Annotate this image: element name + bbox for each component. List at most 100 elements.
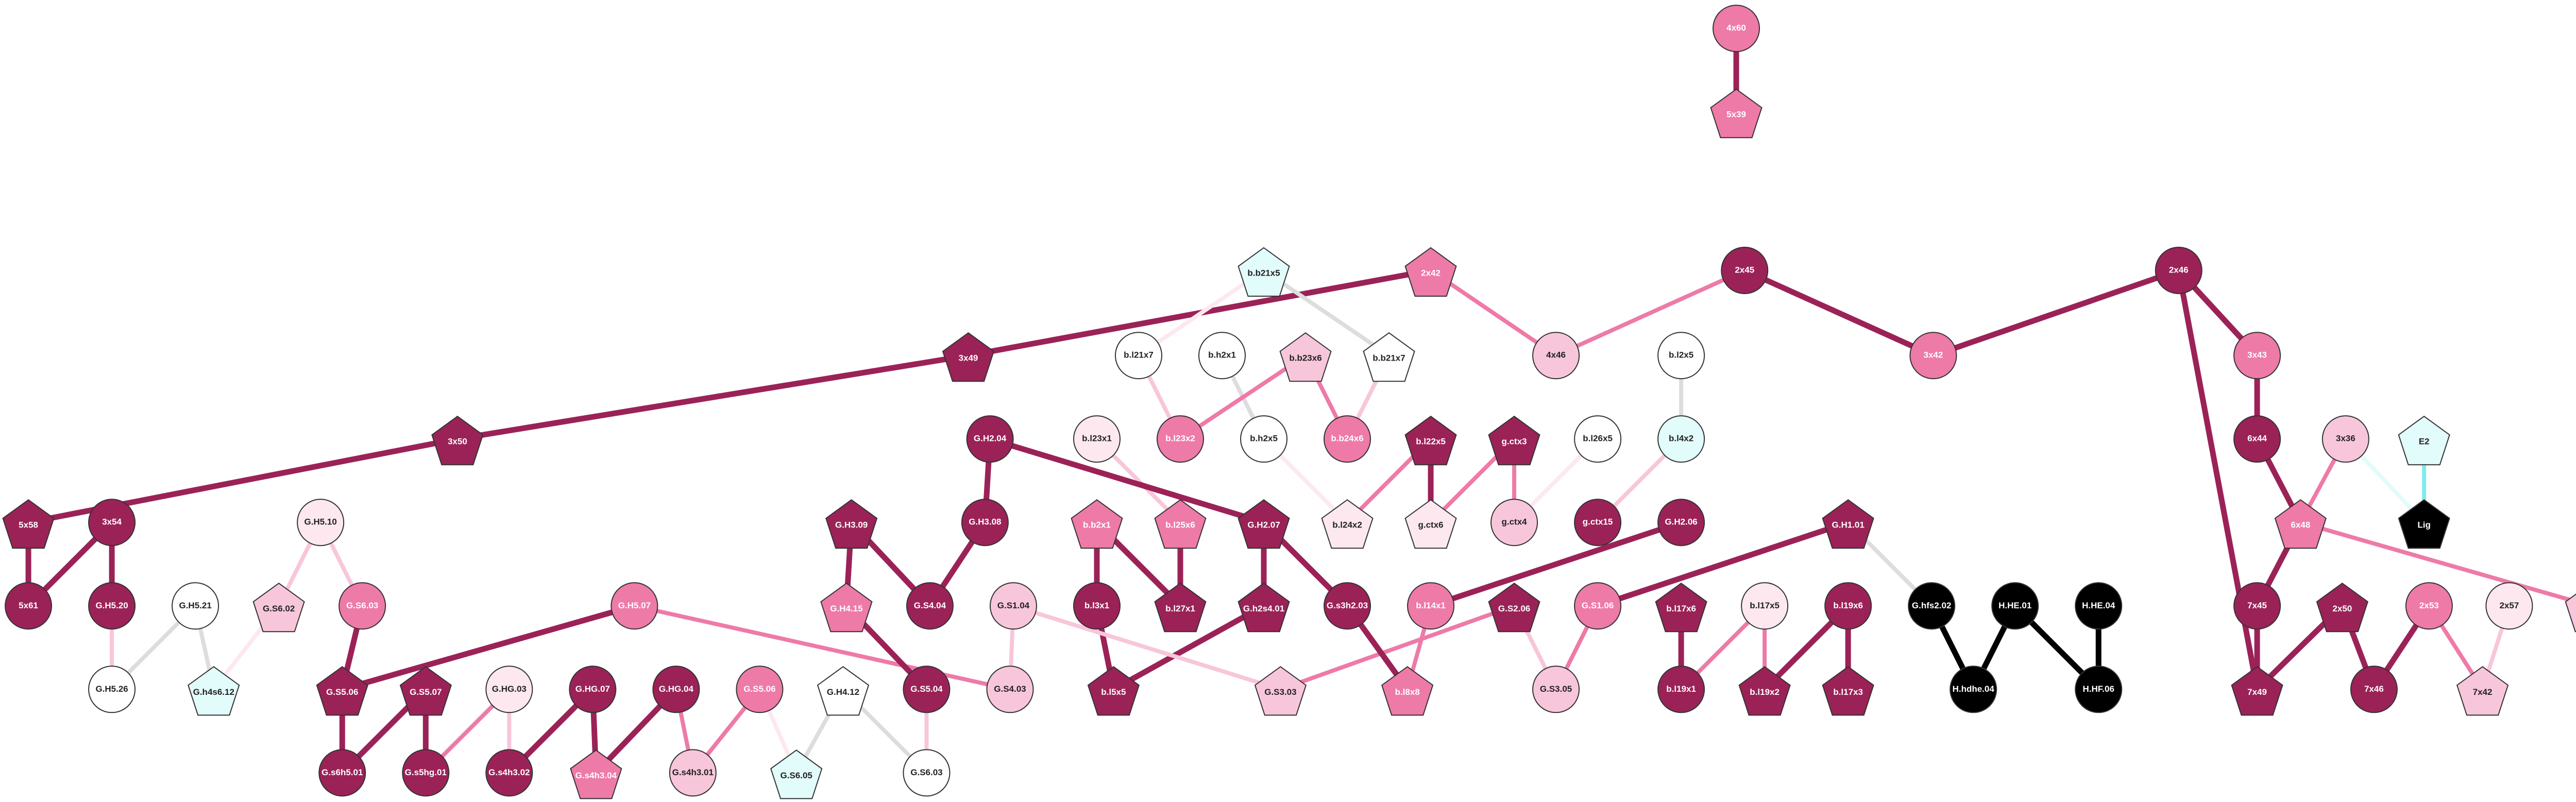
node-circle: [1114, 332, 1162, 380]
node: b.l8x8: [1381, 666, 1434, 716]
node-label: G.H3.09: [835, 520, 868, 530]
node-label: G.S3.05: [1540, 684, 1572, 694]
node-circle: [2233, 415, 2281, 463]
node: b.h2x1: [1198, 332, 1246, 380]
node-circle: [1909, 332, 1957, 380]
node: 7x45: [2233, 582, 2281, 630]
node-label: b.b21x5: [1247, 268, 1280, 278]
node-label: G.S6.02: [263, 604, 295, 613]
node-label: b.l3x1: [1084, 601, 1109, 610]
node: g.ctx4: [1490, 499, 1538, 547]
node: G.S6.03: [903, 749, 951, 797]
node-pentagon: [188, 666, 240, 716]
node: b.l19x1: [1657, 666, 1705, 713]
node-circle: [1490, 499, 1538, 547]
node-label: G.HG.04: [659, 684, 694, 694]
node: 5x58: [2, 499, 55, 549]
node-pentagon: [817, 666, 870, 716]
node: G.s5hg.01: [402, 749, 450, 797]
node-circle: [88, 582, 136, 630]
node: 3x50: [431, 415, 484, 466]
node-pentagon: [2398, 415, 2450, 466]
node: G.S3.03: [1254, 666, 1307, 716]
node-pentagon: [1488, 583, 1540, 633]
node: G.S1.04: [989, 582, 1037, 630]
node-pentagon: [2, 499, 55, 549]
node-label: G.H4.12: [827, 687, 859, 697]
node: G.H4.12: [817, 666, 870, 716]
node: G.H4.15: [820, 583, 873, 633]
node-pentagon: [1404, 415, 1457, 466]
node-label: 6x44: [2247, 434, 2267, 443]
node: G.H2.07: [1238, 499, 1290, 549]
node-label: G.s3h2.03: [1327, 601, 1368, 610]
node-pentagon: [1254, 666, 1307, 716]
node-circle: [1657, 666, 1705, 713]
node: 5x61: [5, 582, 53, 630]
node-circle: [88, 499, 136, 547]
node-label: b.l17x6: [1666, 604, 1696, 613]
node-label: G.H1.01: [1832, 520, 1865, 530]
node-label: 5x39: [1726, 110, 1746, 120]
node-label: G.H5.10: [304, 517, 337, 527]
node-label: G.H5.20: [95, 601, 128, 610]
node-label: 4x60: [1726, 23, 1746, 33]
node-circle: [5, 582, 53, 630]
edge: [1278, 604, 1517, 692]
node-label: G.H2.07: [1247, 520, 1280, 530]
node-pentagon: [2565, 593, 2576, 633]
node-label: 2x46: [2169, 265, 2189, 275]
node-circle: [903, 666, 951, 713]
node-pentagon: [2231, 666, 2283, 716]
node-label: G.S5.06: [326, 687, 358, 697]
node: 2x50: [2316, 583, 2368, 633]
node: b.l14x1: [1407, 582, 1455, 630]
node-label: 2x57: [2499, 601, 2519, 610]
node-circle: [402, 749, 450, 797]
node-pentagon: [431, 415, 484, 466]
node-circle: [1657, 415, 1705, 463]
node-label: b.b24x6: [1331, 434, 1363, 443]
node: g.ctx3: [1488, 415, 1540, 466]
node-pentagon: [2274, 499, 2327, 549]
node-label: G.S6.03: [910, 767, 942, 777]
node-pentagon: [2398, 499, 2450, 549]
node-pentagon: [1279, 332, 1332, 382]
node-label: 3x54: [102, 517, 122, 527]
node-label: b.l25x6: [1165, 520, 1195, 530]
node-circle: [1574, 499, 1622, 547]
node: 2x46: [2155, 246, 2202, 294]
node: b.b21x7: [1363, 332, 1415, 382]
node-label: G.H5.07: [618, 601, 651, 610]
node-label: 3x36: [2336, 434, 2355, 443]
edge: [339, 603, 637, 692]
node: 7x46: [2350, 666, 2398, 713]
node-label: b.l17x3: [1833, 687, 1863, 697]
node: G.S5.07: [399, 666, 452, 716]
node: b.l17x5: [1741, 582, 1789, 630]
node-label: 3x43: [2247, 350, 2267, 360]
node: G.s3h2.03: [1324, 582, 1371, 630]
node-label: 2x50: [2332, 604, 2352, 613]
node-label: G.S6.05: [780, 771, 812, 780]
edge: [1595, 519, 1851, 609]
node-label: b.l5x5: [1101, 687, 1126, 697]
node: G.s4h3.01: [669, 749, 717, 797]
edge: [1011, 604, 1283, 692]
node: b.b21x5: [1238, 247, 1290, 297]
node-label: H.HE.04: [2082, 601, 2115, 610]
node-circle: [652, 666, 700, 713]
node-pentagon: [1404, 247, 1457, 297]
node-pentagon: [2316, 583, 2368, 633]
node-label: G.S3.03: [1264, 687, 1296, 697]
node-circle: [1407, 582, 1455, 630]
node-label: G.s5hg.01: [405, 767, 447, 777]
node-label: b.l17x5: [1750, 601, 1780, 610]
node: G.S1.06: [1574, 582, 1622, 630]
node: b.l19x2: [1738, 666, 1791, 716]
node-label: 2x45: [1735, 265, 1754, 275]
node-circle: [172, 582, 219, 630]
node-label: 5x58: [19, 520, 38, 530]
node: b.l2x5: [1657, 332, 1705, 380]
